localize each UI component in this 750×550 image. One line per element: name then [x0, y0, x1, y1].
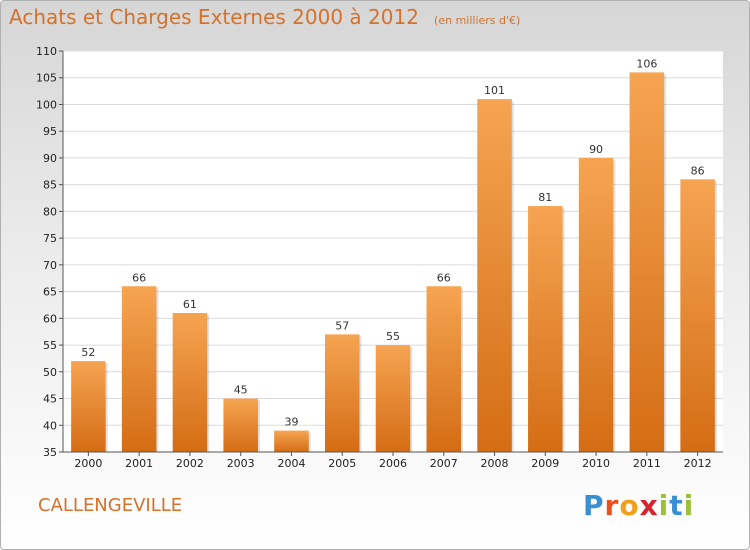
logo-letter: i — [658, 489, 670, 522]
bar-2005 — [324, 334, 360, 452]
x-tick-label: 2007 — [430, 457, 458, 470]
value-label: 106 — [636, 57, 657, 70]
x-tick-label: 2004 — [277, 457, 305, 470]
title-row: Achats et Charges Externes 2000 à 2012 (… — [9, 5, 520, 29]
value-label: 86 — [691, 164, 705, 177]
x-tick-label: 2010 — [582, 457, 610, 470]
bar-2009 — [528, 206, 563, 452]
bar-2008 — [477, 99, 512, 453]
bar-2002 — [172, 312, 208, 452]
bar-2000 — [71, 361, 106, 452]
y-tick-label: 40 — [43, 419, 57, 432]
value-label: 61 — [183, 298, 197, 311]
value-label: 45 — [234, 384, 248, 397]
y-tick-label: 95 — [43, 125, 57, 138]
logo-letter: x — [639, 489, 659, 522]
bar-2004 — [274, 430, 309, 452]
bar-2003 — [223, 398, 258, 452]
y-tick-label: 100 — [36, 98, 57, 111]
y-tick-label: 105 — [36, 72, 57, 85]
chart-subtitle: (en milliers d'€) — [434, 14, 521, 27]
y-tick-label: 60 — [43, 312, 57, 325]
value-label: 52 — [81, 346, 95, 359]
logo-letter: r — [604, 489, 620, 522]
y-tick-label: 50 — [43, 366, 57, 379]
bars — [71, 72, 717, 453]
value-label: 57 — [335, 319, 349, 332]
bar-2006 — [375, 345, 411, 452]
x-tick-label: 2003 — [227, 457, 255, 470]
bar-2001 — [121, 286, 157, 452]
y-tick-label: 110 — [36, 45, 57, 58]
value-label: 55 — [386, 330, 400, 343]
logo-letter: t — [669, 489, 684, 522]
value-label: 81 — [538, 191, 552, 204]
y-tick-label: 80 — [43, 205, 57, 218]
bar-2010 — [578, 157, 614, 452]
value-label: 66 — [132, 271, 146, 284]
axes: 35 40 45 50 55 60 65 70 75 80 85 90 95 100 105 110 2000 2… — [36, 45, 723, 470]
x-tick-label: 2011 — [633, 457, 661, 470]
y-tick-label: 90 — [43, 152, 57, 165]
y-tick-label: 55 — [43, 339, 57, 352]
x-tick-label: 2009 — [531, 457, 559, 470]
y-tick-label: 70 — [43, 259, 57, 272]
value-label: 90 — [589, 143, 603, 156]
y-tick-label: 65 — [43, 286, 57, 299]
proxiti-logo[interactable]: Proxiti — [583, 489, 694, 522]
bar-2012 — [680, 179, 715, 452]
logo-letter: o — [619, 489, 640, 522]
x-tick-label: 2012 — [684, 457, 712, 470]
bar-2011 — [629, 72, 665, 453]
x-tick-label: 2005 — [328, 457, 356, 470]
value-labels: 52 66 61 45 39 57 55 66 101 81 90 106 86 — [81, 57, 704, 428]
logo-letter: i — [683, 489, 695, 522]
y-tick-label: 45 — [43, 393, 57, 406]
x-tick-label: 2006 — [379, 457, 407, 470]
city-name: CALLENGEVILLE — [38, 495, 183, 516]
y-tick-label: 35 — [43, 446, 57, 459]
bar-2007 — [426, 286, 462, 452]
x-tick-label: 2008 — [481, 457, 509, 470]
y-tick-label: 85 — [43, 179, 57, 192]
value-label: 101 — [484, 84, 505, 97]
value-label: 66 — [437, 271, 451, 284]
y-tick-label: 75 — [43, 232, 57, 245]
x-tick-label: 2001 — [125, 457, 153, 470]
chart-title: Achats et Charges Externes 2000 à 2012 — [9, 5, 419, 29]
logo-letter: P — [583, 489, 605, 522]
x-tick-label: 2002 — [176, 457, 204, 470]
value-label: 39 — [284, 416, 298, 429]
x-tick-label: 2000 — [74, 457, 102, 470]
